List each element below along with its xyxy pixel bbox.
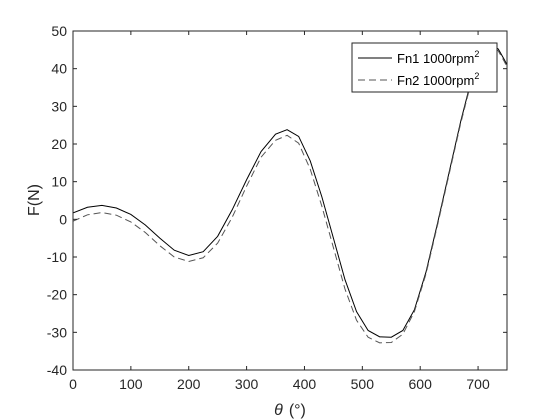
x-tick-label: 300 — [235, 376, 259, 392]
y-tick-label: 10 — [51, 174, 67, 190]
legend-label-fn2-sup: 2 — [474, 71, 479, 81]
y-tick-label: 40 — [51, 61, 67, 77]
legend-label-fn2: Fn2 1000rpm2 — [397, 71, 479, 88]
axes-box — [72, 30, 508, 371]
legend-box — [351, 42, 498, 93]
x-tick-label: 700 — [466, 376, 490, 392]
legend-label-fn1: Fn1 1000rpm2 — [397, 49, 479, 66]
x-axis-label-unit: (°) — [289, 402, 306, 419]
y-tick-label: 50 — [51, 23, 67, 39]
y-tick-label: -10 — [47, 249, 67, 265]
y-tick-label: 30 — [51, 98, 67, 114]
y-axis-label: F(N) — [26, 184, 43, 216]
y-tick-label: 0 — [59, 211, 67, 227]
legend-label-fn1-sup: 2 — [474, 49, 479, 59]
legend-label-fn1-base: Fn1 1000rpm — [397, 51, 474, 66]
x-tick-label: 600 — [409, 376, 433, 392]
y-tick-label: -20 — [47, 287, 67, 303]
legend: Fn1 1000rpm2 Fn2 1000rpm2 — [351, 42, 498, 93]
legend-label-fn2-base: Fn2 1000rpm — [397, 73, 474, 88]
x-tick-label: 400 — [293, 376, 317, 392]
x-tick-label: 500 — [351, 376, 375, 392]
y-tick-label: -30 — [47, 324, 67, 340]
y-tick-label: -40 — [47, 362, 67, 378]
x-tick-label: 200 — [177, 376, 201, 392]
y-tick-label: 20 — [51, 136, 67, 152]
x-tick-label: 0 — [69, 376, 77, 392]
x-tick-label: 100 — [119, 376, 143, 392]
x-axis-label-symbol: θ — [274, 402, 283, 419]
x-axis-label: θ (°) — [274, 402, 306, 419]
